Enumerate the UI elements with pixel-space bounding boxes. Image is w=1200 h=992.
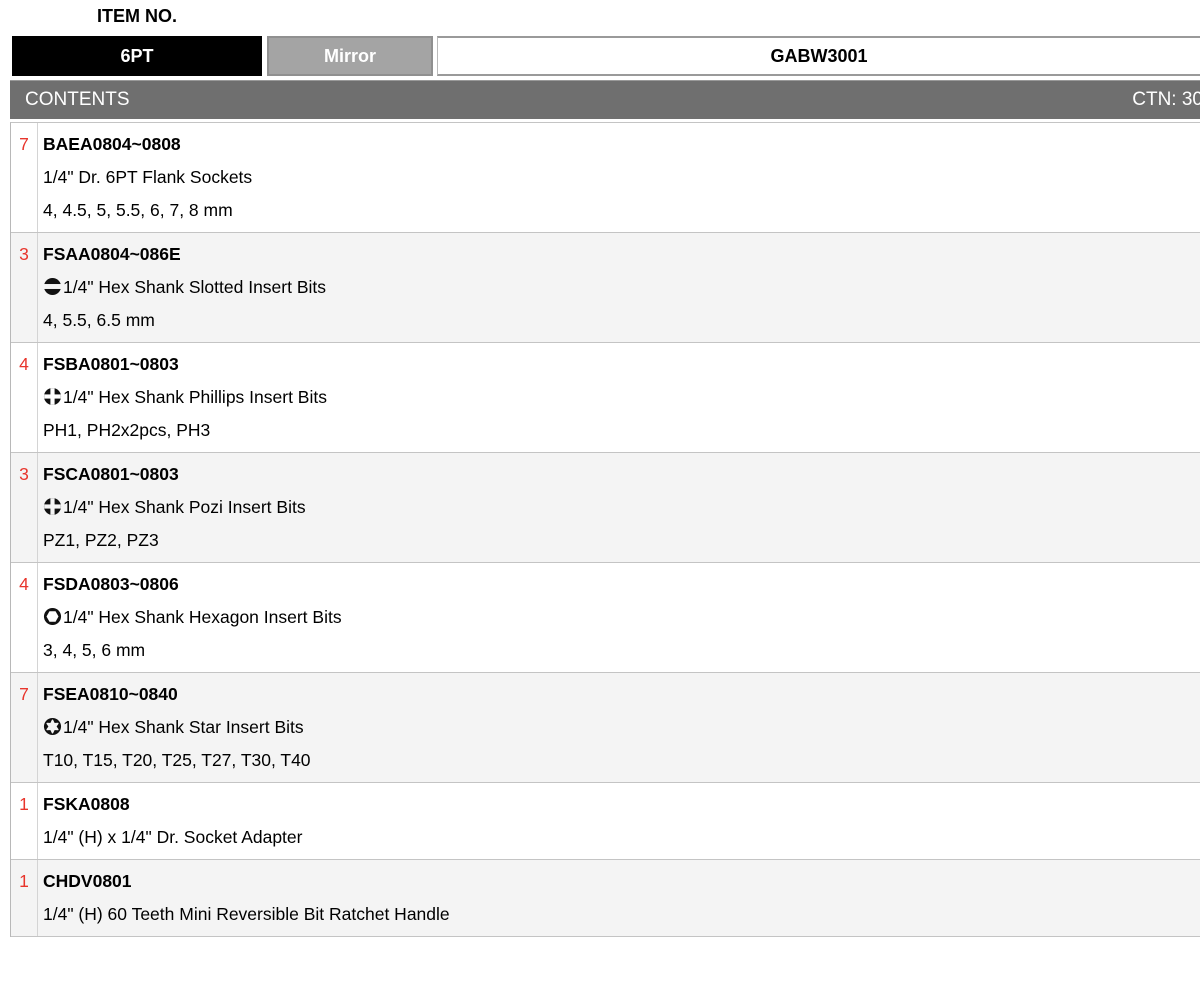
table-row: 4 FSBA0801~0803 1/4" Hex Shank Phillips … <box>11 343 1200 453</box>
drive-type-cell: 6PT <box>12 36 262 76</box>
item-sizes: 3, 4, 5, 6 mm <box>43 640 146 660</box>
item-sizes: T10, T15, T20, T25, T27, T30, T40 <box>43 750 311 770</box>
item-description: 1/4" Hex Shank Hexagon Insert Bits <box>43 601 1200 634</box>
item-sizes: PH1, PH2x2pcs, PH3 <box>43 420 211 440</box>
item-qty: 7 <box>11 123 38 232</box>
item-description: 1/4" Dr. 6PT Flank Sockets <box>43 167 253 187</box>
carton-qty-label: CTN: 30 <box>1132 89 1200 110</box>
part-number: FSAA0804~086E <box>43 244 181 264</box>
contents-title: CONTENTS <box>25 89 130 110</box>
item-no-label: ITEM NO. <box>97 6 177 26</box>
item-qty: 4 <box>11 563 38 672</box>
item-qty: 7 <box>11 673 38 782</box>
item-header-row: 6PT Mirror GABW3001 <box>12 36 1200 76</box>
item-qty: 1 <box>11 783 38 859</box>
contents-table: 7 BAEA0804~0808 1/4" Dr. 6PT Flank Socke… <box>10 122 1200 937</box>
table-row: 7 FSEA0810~0840 1/4" Hex Shank Star Inse… <box>11 673 1200 783</box>
table-row: 1 CHDV0801 1/4" (H) 60 Teeth Mini Revers… <box>11 860 1200 937</box>
finish-cell: Mirror <box>267 36 433 76</box>
table-row: 3 FSCA0801~0803 1/4" Hex Shank Pozi Inse… <box>11 453 1200 563</box>
item-detail: FSDA0803~0806 1/4" Hex Shank Hexagon Ins… <box>38 563 1200 672</box>
item-detail: FSCA0801~0803 1/4" Hex Shank Pozi Insert… <box>38 453 1200 562</box>
part-number: FSCA0801~0803 <box>43 464 179 484</box>
item-qty: 4 <box>11 343 38 452</box>
item-sizes: PZ1, PZ2, PZ3 <box>43 530 159 550</box>
star-bit-icon <box>43 717 62 736</box>
part-number: FSDA0803~0806 <box>43 574 179 594</box>
item-detail: CHDV0801 1/4" (H) 60 Teeth Mini Reversib… <box>38 860 1200 936</box>
item-detail: FSEA0810~0840 1/4" Hex Shank Star Insert… <box>38 673 1200 782</box>
item-qty: 1 <box>11 860 38 936</box>
item-detail: FSKA0808 1/4" (H) x 1/4" Dr. Socket Adap… <box>38 783 1200 859</box>
hexagon-bit-icon <box>43 607 62 626</box>
part-number: FSKA0808 <box>43 794 130 814</box>
item-description: 1/4" (H) x 1/4" Dr. Socket Adapter <box>43 827 303 847</box>
table-row: 1 FSKA0808 1/4" (H) x 1/4" Dr. Socket Ad… <box>11 783 1200 860</box>
pozi-bit-icon <box>43 497 62 516</box>
item-description: 1/4" (H) 60 Teeth Mini Reversible Bit Ra… <box>43 904 450 924</box>
contents-header-bar: CONTENTS CTN: 30 <box>10 80 1200 119</box>
item-sizes: 4, 5.5, 6.5 mm <box>43 310 155 330</box>
table-row: 7 BAEA0804~0808 1/4" Dr. 6PT Flank Socke… <box>11 123 1200 233</box>
item-detail: FSBA0801~0803 1/4" Hex Shank Phillips In… <box>38 343 1200 452</box>
item-detail: BAEA0804~0808 1/4" Dr. 6PT Flank Sockets… <box>38 123 1200 232</box>
table-row: 4 FSDA0803~0806 1/4" Hex Shank Hexagon I… <box>11 563 1200 673</box>
phillips-bit-icon <box>43 387 62 406</box>
item-sizes: 4, 4.5, 5, 5.5, 6, 7, 8 mm <box>43 200 233 220</box>
slotted-bit-icon <box>43 277 62 296</box>
table-row: 3 FSAA0804~086E 1/4" Hex Shank Slotted I… <box>11 233 1200 343</box>
item-description: 1/4" Hex Shank Pozi Insert Bits <box>43 491 1200 524</box>
item-description: 1/4" Hex Shank Star Insert Bits <box>43 711 1200 744</box>
item-qty: 3 <box>11 453 38 562</box>
item-code-cell: GABW3001 <box>437 36 1200 76</box>
item-description: 1/4" Hex Shank Phillips Insert Bits <box>43 381 1200 414</box>
part-number: FSEA0810~0840 <box>43 684 178 704</box>
part-number: FSBA0801~0803 <box>43 354 179 374</box>
item-detail: FSAA0804~086E 1/4" Hex Shank Slotted Ins… <box>38 233 1200 342</box>
part-number: BAEA0804~0808 <box>43 134 181 154</box>
part-number: CHDV0801 <box>43 871 132 891</box>
item-description: 1/4" Hex Shank Slotted Insert Bits <box>43 271 1200 304</box>
item-qty: 3 <box>11 233 38 342</box>
